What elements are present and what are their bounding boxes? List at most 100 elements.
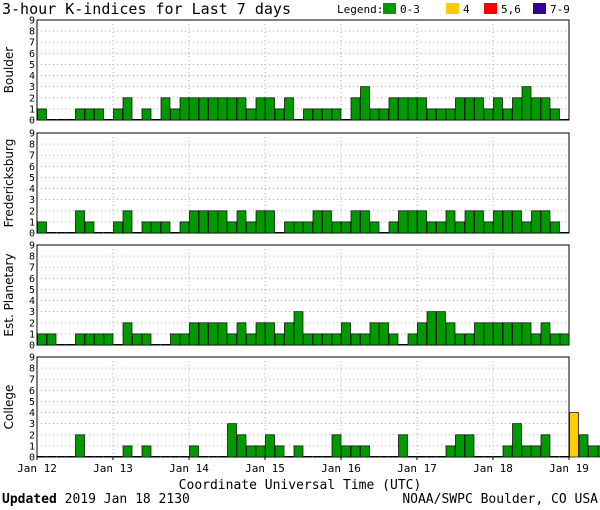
k-index-bar <box>483 108 494 121</box>
k-index-bar <box>484 456 493 457</box>
y-tick-label: 0 <box>29 341 35 352</box>
k-index-bar <box>445 210 456 234</box>
k-index-bar <box>47 232 56 233</box>
k-index-bar <box>293 445 304 458</box>
k-index-bar <box>75 333 85 346</box>
y-tick-label: 8 <box>29 252 35 263</box>
k-index-bar <box>322 210 332 234</box>
k-index-chart: 0123456789Boulder0123456789Fredericksbur… <box>2 16 600 475</box>
k-index-bar <box>588 445 598 458</box>
legend-item-label: 7-9 <box>550 3 570 16</box>
k-index-bar <box>246 333 256 346</box>
y-tick-label: 0 <box>29 229 35 240</box>
k-index-bar <box>493 210 503 234</box>
k-index-bar <box>236 97 247 121</box>
y-tick-label: 4 <box>29 408 35 419</box>
k-index-bar <box>483 322 494 346</box>
k-index-bar <box>122 322 133 346</box>
k-index-bar <box>189 322 199 346</box>
k-index-bar <box>246 108 256 121</box>
k-index-bar <box>350 445 361 458</box>
x-tick-label: Jan 14 <box>169 462 209 475</box>
y-tick-label: 4 <box>29 184 35 195</box>
k-index-bar <box>313 456 322 457</box>
k-index-bar <box>455 333 465 346</box>
k-index-bar <box>151 119 161 120</box>
y-tick-label: 6 <box>29 274 35 285</box>
k-index-bar <box>84 221 95 234</box>
k-index-bar <box>104 119 113 120</box>
panel-frame <box>36 19 570 121</box>
k-index-bar <box>275 232 284 233</box>
k-index-bar <box>265 434 275 458</box>
k-index-bar <box>284 221 294 234</box>
k-index-bar <box>208 210 218 234</box>
k-index-bar <box>531 210 541 234</box>
k-index-bar <box>407 333 418 346</box>
k-index-bar <box>46 333 57 346</box>
k-index-bar <box>199 456 208 457</box>
k-index-bar <box>502 108 513 121</box>
k-index-bar <box>189 445 199 458</box>
k-index-bar <box>408 456 417 457</box>
k-index-bar <box>360 210 370 234</box>
k-index-bar <box>246 445 256 458</box>
k-index-bar <box>160 221 171 234</box>
k-index-bar <box>417 322 427 346</box>
x-tick-label: Jan 16 <box>321 462 361 475</box>
k-index-bar <box>331 333 342 346</box>
k-index-bar <box>436 311 446 346</box>
k-index-bar <box>122 97 133 121</box>
k-index-bar <box>113 108 123 121</box>
y-tick-label: 9 <box>29 353 35 364</box>
legend-item-label: 0-3 <box>400 3 420 16</box>
k-index-bar <box>512 423 522 458</box>
k-index-bar <box>388 97 399 121</box>
k-index-bar <box>132 333 142 346</box>
k-index-bar <box>502 322 513 346</box>
k-index-bar <box>218 456 227 457</box>
k-index-bar <box>322 456 332 457</box>
k-index-bar <box>341 445 351 458</box>
legend-item-label: 4 <box>463 3 470 16</box>
x-tick-label: Jan 13 <box>93 462 133 475</box>
panel-label: Est. Planetary <box>2 253 16 336</box>
updated-label: Updated <box>2 492 57 507</box>
k-index-bar <box>113 221 123 234</box>
k-index-bar <box>350 97 361 121</box>
k-index-bar <box>398 97 408 121</box>
k-index-bar <box>227 423 237 458</box>
y-tick-label: 2 <box>29 93 35 104</box>
k-index-bar <box>521 322 532 346</box>
k-index-bar <box>559 333 570 346</box>
k-index-bar <box>512 322 522 346</box>
k-index-bar <box>113 344 123 345</box>
k-index-bar <box>141 108 152 121</box>
legend-swatch <box>383 3 396 14</box>
k-index-bar <box>284 97 294 121</box>
k-index-bar <box>312 210 323 234</box>
k-index-bar <box>502 210 513 234</box>
y-tick-label: 6 <box>29 386 35 397</box>
k-index-bar <box>227 97 237 121</box>
k-index-bar <box>540 322 551 346</box>
k-index-bar <box>464 333 475 346</box>
k-index-bar <box>464 434 475 458</box>
k-index-bar <box>360 86 370 121</box>
k-index-bar <box>132 456 142 457</box>
k-index-bar <box>179 333 190 346</box>
k-index-bar <box>464 210 475 234</box>
y-tick-label: 1 <box>29 104 35 115</box>
k-index-bar <box>265 97 275 121</box>
y-tick-label: 5 <box>29 173 35 184</box>
k-index-bar <box>483 221 494 234</box>
k-index-bar <box>426 221 437 234</box>
y-tick-label: 9 <box>29 241 35 252</box>
k-index-bar <box>189 97 199 121</box>
k-index-bar <box>66 119 75 120</box>
k-index-bar <box>464 97 475 121</box>
k-index-bar <box>94 108 104 121</box>
x-tick-label: Jan 18 <box>473 462 513 475</box>
k-index-bar <box>550 221 560 234</box>
k-index-bar <box>360 333 370 346</box>
